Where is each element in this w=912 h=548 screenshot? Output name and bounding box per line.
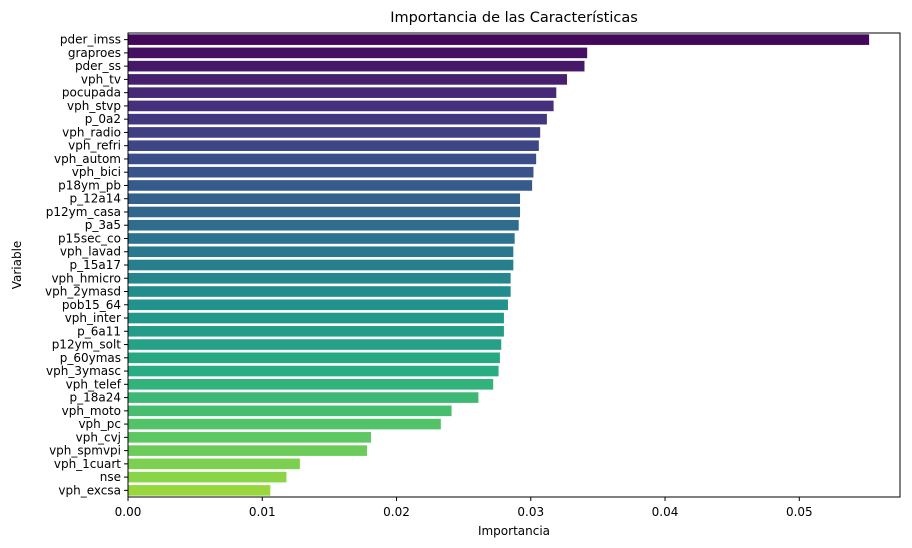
y-tick-label: p_18a24	[69, 391, 121, 405]
y-tick-label: vph_moto	[62, 404, 121, 418]
y-tick-label: vph_lavad	[60, 245, 121, 259]
y-tick-label: p12ym_solt	[52, 338, 122, 352]
y-tick-label: vph_autom	[54, 152, 121, 166]
y-tick-label: p_3a5	[85, 218, 121, 232]
bar-p-3a5	[128, 219, 519, 231]
bar-vph-autom	[128, 153, 537, 165]
y-tick-label: pob15_64	[62, 298, 121, 312]
x-tick-label: 0.02	[383, 505, 410, 519]
y-tick-label: p12ym_casa	[46, 205, 121, 219]
bar-vph-tv	[128, 74, 568, 85]
bar-p12ym-solt	[128, 339, 502, 350]
y-tick-label: vph_2ymasd	[45, 285, 121, 299]
y-tick-label: pocupada	[62, 86, 121, 100]
bar-p-60ymas	[128, 352, 500, 364]
bar-p15sec-co	[128, 233, 515, 244]
x-axis-title: Importancia	[478, 524, 550, 538]
y-tick-label: vph_bici	[72, 165, 121, 179]
x-tick-label: 0.03	[517, 505, 544, 519]
bar-pder-ss	[128, 60, 585, 72]
bar-vph-moto	[128, 405, 452, 417]
y-tick-label: p18ym_pb	[58, 178, 121, 192]
x-tick-label: 0.05	[786, 505, 813, 519]
plot-frame	[127, 32, 901, 498]
y-tick-label: p_12a14	[69, 192, 121, 206]
bar-vph-1cuart	[128, 458, 300, 470]
y-tick-label: nse	[100, 470, 121, 484]
bar-p-0a2	[128, 113, 547, 125]
bar-vph-pc	[128, 418, 441, 430]
bar-vph-hmicro	[128, 272, 511, 284]
chart-title: Importancia de las Características	[390, 10, 638, 26]
bar-vph-cvj	[128, 432, 372, 443]
y-tick-label: p15sec_co	[58, 231, 121, 245]
y-tick-label: pder_ss	[75, 59, 121, 73]
bar-vph-2ymasd	[128, 286, 511, 297]
y-tick-label: vph_telef	[66, 377, 122, 391]
bar-vph-refri	[128, 140, 539, 151]
bar-vph-bici	[128, 166, 534, 178]
bar-graproes	[128, 47, 588, 59]
x-tick-label: 0.01	[249, 505, 276, 519]
bar-vph-radio	[128, 127, 541, 138]
plot-area: pder_imssgraproespder_ssvph_tvpocupadavp…	[45, 32, 901, 519]
y-tick-label: vph_stvp	[67, 99, 121, 113]
y-axis-title: Variable	[10, 241, 24, 290]
y-tick-label: vph_pc	[78, 417, 121, 431]
x-tick-label: 0.00	[115, 505, 142, 519]
bar-vph-excsa	[128, 485, 271, 496]
bar-pocupada	[128, 87, 557, 98]
bar-vph-stvp	[128, 100, 554, 112]
bar-pder-imss	[128, 34, 870, 45]
y-tick-label: vph_1cuart	[54, 457, 121, 471]
bar-vph-telef	[128, 379, 494, 390]
y-tick-label: vph_excsa	[58, 483, 121, 497]
y-tick-label: vph_spmvpi	[49, 444, 121, 458]
y-tick-label: pder_imss	[60, 33, 121, 47]
y-tick-label: vph_refri	[68, 139, 121, 153]
bar-vph-spmvpi	[128, 445, 367, 456]
y-tick-label: p_0a2	[85, 112, 121, 126]
y-tick-label: vph_hmicro	[51, 271, 121, 285]
y-tick-label: p_60ymas	[60, 351, 121, 365]
y-tick-label: vph_tv	[81, 72, 121, 86]
bar-pob15-64	[128, 299, 508, 311]
y-tick-label: vph_cvj	[76, 430, 121, 444]
y-tick-label: vph_inter	[65, 311, 121, 325]
y-tick-label: p_6a11	[77, 324, 121, 338]
y-tick-label: p_15a17	[69, 258, 121, 272]
bar-nse	[128, 471, 287, 483]
y-tick-label: vph_3ymasc	[46, 364, 121, 378]
bar-p-12a14	[128, 193, 521, 205]
bar-vph-lavad	[128, 246, 514, 258]
bar-p-18a24	[128, 392, 479, 403]
bar-p-15a17	[128, 259, 514, 271]
y-tick-label: graproes	[68, 46, 121, 60]
bar-p18ym-pb	[128, 180, 533, 191]
y-tick-label: vph_radio	[62, 125, 121, 139]
bar-p-6a11	[128, 325, 504, 337]
bar-vph-inter	[128, 312, 504, 324]
x-tick-label: 0.04	[652, 505, 679, 519]
bar-vph-3ymasc	[128, 365, 499, 377]
bar-p12ym-casa	[128, 206, 521, 218]
